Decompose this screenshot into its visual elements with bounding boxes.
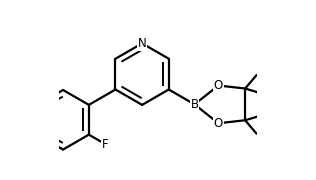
Text: O: O <box>214 79 223 92</box>
Text: F: F <box>102 138 108 151</box>
Text: O: O <box>214 117 223 130</box>
Text: N: N <box>138 37 147 50</box>
Text: B: B <box>191 98 198 111</box>
